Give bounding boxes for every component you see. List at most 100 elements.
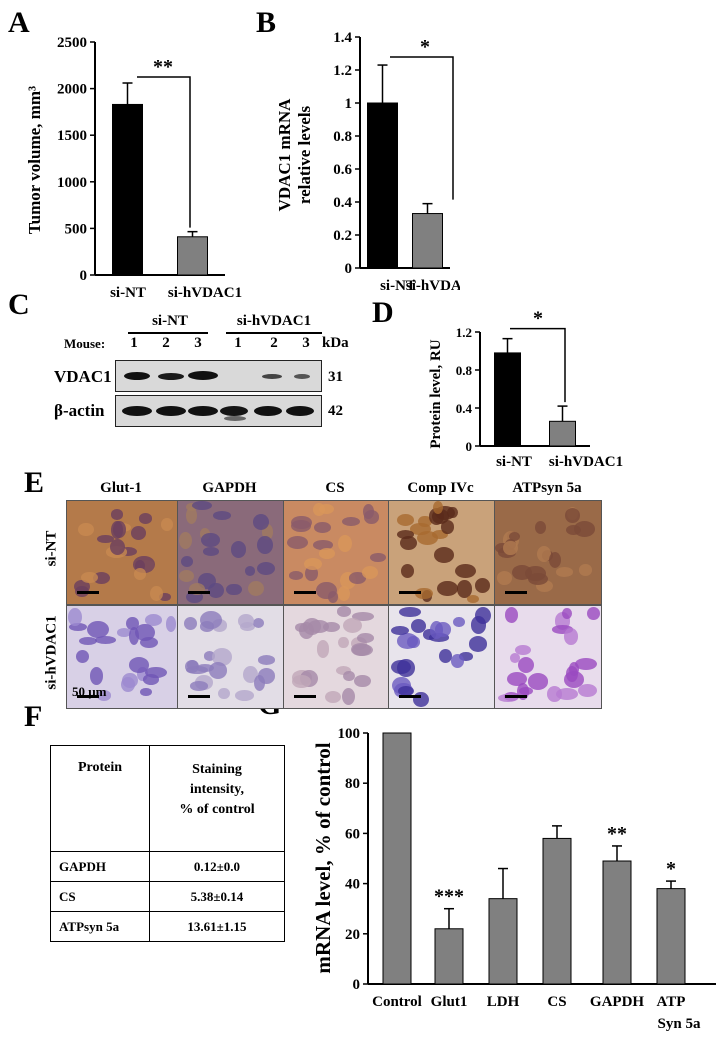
ihc-nucleus [351,612,374,622]
y-tick-label: 0 [466,439,473,454]
ihc-image-tile [283,500,389,605]
ihc-nucleus [423,629,437,640]
panel-label-d: D [372,296,394,329]
x-tick-label: si-NT [496,454,532,470]
ihc-nucleus [291,520,311,533]
significance-label: * [420,36,430,58]
bar [494,352,521,447]
ihc-nucleus [192,501,212,511]
ihc-nucleus [185,506,197,524]
ihc-nucleus [208,582,224,598]
y-tick-label: 0.4 [456,401,473,416]
ihc-nucleus [120,676,135,692]
y-tick-label: 0.4 [333,195,352,211]
ihc-nucleus [322,621,340,633]
bar [382,732,412,985]
chart-g: 0 20 40 60 80 100 Control Glut1 *** LDH CS GAPDH ** A… [311,726,716,1032]
ihc-nucleus [203,651,216,661]
bar [656,888,686,985]
significance-bracket [137,76,191,228]
ihc-nucleus [314,522,331,534]
bar [177,236,208,276]
ihc-nucleus [578,684,597,698]
ihc-nucleus [338,636,349,649]
ihc-nucleus [555,567,573,577]
blot-lane-label: 3 [194,335,202,351]
scale-bar [399,591,421,594]
y-tick-label: 1500 [57,128,87,144]
ihc-nucleus [195,664,214,673]
ihc-row-label-si-hvdac1: si-hVDAC1 [43,615,60,690]
ihc-nucleus [189,681,209,692]
ihc-nucleus [184,617,198,630]
ihc-nucleus [213,511,231,521]
bar [549,420,576,447]
ihc-nucleus [399,607,422,618]
ihc-nucleus [475,578,491,593]
ihc-nucleus [361,566,378,579]
ihc-nucleus [303,557,323,571]
ihc-nucleus [144,614,163,627]
ihc-nucleus [319,548,336,559]
ihc-nucleus [503,540,518,555]
y-tick-label: 2500 [57,35,87,51]
table-header-intensity: Staining intensity, % of control [149,745,285,852]
y-axis-label: mRNA level, % of control [311,742,335,973]
ihc-nucleus [504,607,518,623]
ihc-image-tile [66,500,178,605]
y-tick-label: 2000 [57,82,87,98]
ihc-nucleus [418,515,432,528]
ihc-nucleus [438,648,453,664]
x-tick-sublabel: Syn 5a [658,1016,701,1032]
staining-table: Protein Staining intensity, % of control… [50,745,285,942]
chart-d: 0 0.4 0.8 1.2 si-NT si-hVDAC1 Protein level, R… [428,308,623,470]
blot-lane-label: 1 [130,335,138,351]
bar [488,898,518,985]
ihc-nucleus [178,531,192,550]
scale-bar [188,695,210,698]
ihc-nucleus [97,534,114,544]
ihc-nucleus [248,581,265,597]
ihc-nucleus [397,686,415,697]
ihc-nucleus [129,626,140,645]
ihc-nucleus [396,513,414,526]
ihc-nucleus [551,625,573,634]
ihc-nucleus [537,545,552,562]
blot-row-label-actin: β-actin [54,401,105,420]
ihc-nucleus [138,513,153,524]
ihc-nucleus [68,623,87,632]
ihc-nucleus [257,655,276,665]
ihc-nucleus [357,632,375,643]
x-tick-label: si-hVDAC1 [406,278,460,294]
ihc-nucleus [130,526,146,540]
ihc-nucleus [68,607,82,626]
ihc-nucleus [180,556,193,568]
ihc-nucleus [78,636,98,645]
ihc-nucleus [517,656,535,674]
ihc-nucleus [128,657,149,673]
blot-mouse-label: Mouse: [64,336,106,351]
x-tick-label: Glut1 [431,994,468,1010]
ihc-nucleus [575,658,597,671]
ihc-nucleus [338,585,350,601]
ihc-nucleus [399,535,417,550]
ihc-nucleus [87,620,109,638]
blot-kda-label: kDa [322,335,349,351]
ihc-nucleus [140,637,159,648]
y-tick-label: 100 [338,726,361,742]
y-tick-label: 0 [80,268,88,284]
scale-bar [505,591,527,594]
ihc-nucleus [527,673,549,690]
ihc-nucleus [253,618,265,629]
blot-strip-actin [115,395,322,427]
ihc-nucleus [135,623,156,642]
ihc-nucleus [244,566,256,576]
ihc-row-label-si-nt: si-NT [43,530,60,567]
ihc-image-tile [494,500,602,605]
ihc-nucleus [318,503,334,515]
ihc-nucleus [257,536,273,555]
blot-lane-label: 3 [302,335,310,351]
ihc-nucleus [234,689,255,701]
ihc-nucleus [75,650,89,663]
bar [434,928,464,985]
